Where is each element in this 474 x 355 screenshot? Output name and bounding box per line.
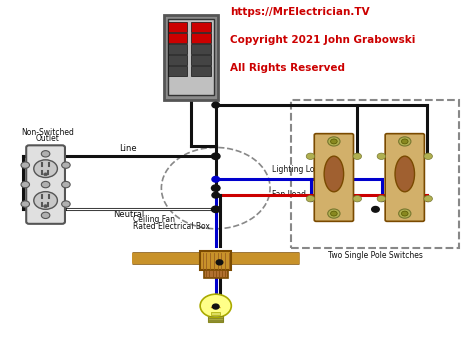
Circle shape: [34, 160, 57, 178]
FancyBboxPatch shape: [26, 145, 65, 224]
Bar: [167, 44, 187, 54]
FancyBboxPatch shape: [385, 133, 424, 222]
Circle shape: [399, 137, 411, 146]
Circle shape: [353, 153, 362, 159]
Text: Rated Electrical Box: Rated Electrical Box: [133, 222, 210, 231]
Circle shape: [62, 201, 70, 207]
Text: Copyright 2021 John Grabowski: Copyright 2021 John Grabowski: [230, 35, 415, 45]
Bar: [211, 312, 220, 315]
Bar: [167, 22, 187, 32]
Bar: [167, 55, 187, 65]
Circle shape: [21, 162, 29, 168]
Circle shape: [41, 151, 50, 157]
Bar: [167, 66, 187, 76]
Circle shape: [330, 139, 337, 144]
Circle shape: [211, 206, 220, 213]
Text: All Rights Reserved: All Rights Reserved: [230, 64, 345, 73]
Ellipse shape: [324, 156, 344, 192]
Circle shape: [377, 153, 386, 159]
Text: Outlet: Outlet: [36, 134, 60, 143]
Bar: [208, 315, 223, 322]
Bar: [191, 33, 210, 43]
Bar: [191, 55, 210, 65]
Circle shape: [41, 181, 50, 188]
Text: Non-Switched: Non-Switched: [21, 128, 74, 137]
Text: Two Single Pole Switches: Two Single Pole Switches: [328, 251, 423, 260]
Circle shape: [306, 196, 315, 202]
Text: Line: Line: [119, 144, 137, 153]
Circle shape: [41, 212, 50, 219]
Circle shape: [424, 153, 432, 159]
Text: Lighting Load: Lighting Load: [273, 165, 325, 174]
Circle shape: [306, 153, 315, 159]
Circle shape: [372, 207, 379, 212]
Circle shape: [200, 294, 231, 317]
Circle shape: [328, 137, 340, 146]
Circle shape: [44, 205, 47, 208]
Circle shape: [328, 209, 340, 218]
Circle shape: [399, 209, 411, 218]
Circle shape: [401, 211, 408, 216]
Circle shape: [377, 196, 386, 202]
Text: https://MrElectrician.TV: https://MrElectrician.TV: [230, 7, 370, 17]
Ellipse shape: [395, 156, 415, 192]
Text: Fan Load: Fan Load: [273, 190, 307, 199]
Text: Ceiling Fan: Ceiling Fan: [133, 215, 175, 224]
Circle shape: [211, 185, 220, 191]
Bar: [167, 33, 187, 43]
Circle shape: [212, 192, 219, 198]
Circle shape: [62, 162, 70, 168]
Circle shape: [34, 192, 57, 209]
Circle shape: [21, 181, 29, 188]
Text: Neutral: Neutral: [113, 210, 144, 219]
Bar: [191, 22, 210, 32]
Bar: [201, 251, 231, 270]
Circle shape: [62, 181, 70, 188]
Bar: [191, 66, 210, 76]
Circle shape: [212, 304, 219, 309]
Bar: [204, 270, 228, 278]
Circle shape: [211, 153, 220, 159]
Circle shape: [401, 139, 408, 144]
Bar: [191, 44, 210, 54]
Circle shape: [216, 260, 223, 265]
Circle shape: [21, 201, 29, 207]
FancyBboxPatch shape: [314, 133, 354, 222]
Circle shape: [44, 173, 47, 176]
Bar: [167, 19, 214, 95]
Circle shape: [424, 196, 432, 202]
Bar: [164, 15, 218, 100]
Circle shape: [330, 211, 337, 216]
Circle shape: [353, 196, 362, 202]
Circle shape: [212, 176, 219, 182]
Circle shape: [212, 102, 219, 108]
